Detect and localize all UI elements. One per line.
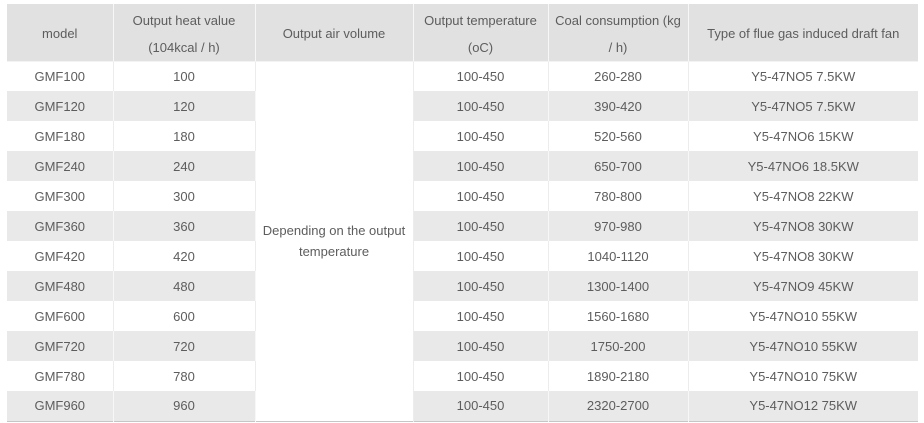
cell-heat-value: 100: [113, 61, 256, 91]
cell-coal-consumption: 520-560: [548, 121, 689, 151]
cell-fan-type: Y5-47NO8 22KW: [753, 188, 854, 204]
cell-model: GMF100: [7, 61, 114, 91]
cell-coal-consumption: 780-800: [548, 181, 689, 211]
cell-fan-type: Y5-47NO10 75KW: [749, 368, 858, 384]
air-volume-note-line: Depending on the output: [262, 223, 406, 238]
cell-coal-consumption: 1890-2180: [548, 361, 689, 391]
cell-model: GMF480: [7, 271, 114, 301]
header-label: Output heat value: [132, 12, 236, 28]
header-model: model: [7, 4, 114, 62]
table-row: GMF180 180 100-450 520-560 Y5-47NO6 15KW: [7, 121, 918, 151]
cell-model: GMF960: [7, 391, 114, 421]
header-coal-consumption: Coal consumption (kg / h): [548, 4, 689, 62]
cell-output-temperature: 100-450: [413, 391, 549, 421]
specs-table: model Output heat value (104kcal / h) Ou…: [7, 4, 918, 422]
cell-coal-consumption: 970-980: [548, 211, 689, 241]
header-output-temperature: Output temperature (oC): [413, 4, 549, 62]
header-label: (oC): [467, 39, 494, 55]
cell-coal-consumption: 260-280: [548, 61, 689, 91]
header-label: / h): [608, 39, 628, 55]
table-row: GMF780 780 100-450 1890-2180 Y5-47NO10 75KW: [7, 361, 918, 391]
cell-coal-consumption: 1560-1680: [548, 301, 689, 331]
table-row: GMF300 300 100-450 780-800 Y5-47NO8 22KW: [7, 181, 918, 211]
cell-output-temperature: 100-450: [413, 271, 549, 301]
cell-heat-value: 720: [113, 331, 256, 361]
cell-output-temperature: 100-450: [413, 301, 549, 331]
cell-output-temperature: 100-450: [413, 361, 549, 391]
cell-fan-type: Y5-47NO10 55KW: [749, 308, 858, 324]
cell-fan-type: Y5-47NO8 30KW: [753, 218, 854, 234]
header-fan-type: Type of flue gas induced draft fan: [688, 4, 918, 62]
cell-output-temperature: 100-450: [413, 91, 549, 121]
cell-heat-value: 240: [113, 151, 256, 181]
cell-model: GMF240: [7, 151, 114, 181]
cell-heat-value: 360: [113, 211, 256, 241]
cell-heat-value: 300: [113, 181, 256, 211]
table-row: GMF120 120 100-450 390-420 Y5-47NO5 7.5KW: [7, 91, 918, 121]
cell-coal-consumption: 390-420: [548, 91, 689, 121]
cell-coal-consumption: 1300-1400: [548, 271, 689, 301]
cell-fan-type: Y5-47NO6 18.5KW: [747, 158, 859, 174]
cell-output-temperature: 100-450: [413, 121, 549, 151]
cell-heat-value: 480: [113, 271, 256, 301]
cell-model: GMF720: [7, 331, 114, 361]
table-row: GMF420 420 100-450 1040-1120 Y5-47NO8 30KW: [7, 241, 918, 271]
cell-output-temperature: 100-450: [413, 241, 549, 271]
cell-heat-value: 420: [113, 241, 256, 271]
cell-coal-consumption: 1750-200: [548, 331, 689, 361]
table-row: GMF600 600 100-450 1560-1680 Y5-47NO10 55KW: [7, 301, 918, 331]
cell-coal-consumption: 650-700: [548, 151, 689, 181]
cell-heat-value: 780: [113, 361, 256, 391]
cell-model: GMF300: [7, 181, 114, 211]
cell-fan-type: Y5-47NO5 7.5KW: [751, 68, 856, 84]
cell-model: GMF360: [7, 211, 114, 241]
header-label: Output air volume: [282, 26, 386, 42]
cell-fan-type: Y5-47NO8 30KW: [753, 248, 854, 264]
cell-output-temperature: 100-450: [413, 181, 549, 211]
cell-model: GMF780: [7, 361, 114, 391]
table-row: GMF960 960 100-450 2320-2700 Y5-47NO12 75KW: [7, 391, 918, 421]
cell-output-temperature: 100-450: [413, 61, 549, 91]
cell-model: GMF420: [7, 241, 114, 271]
cell-fan-type: Y5-47NO10 55KW: [749, 338, 858, 354]
table-row: GMF100 100 Depending on the output temperat…: [7, 61, 918, 421]
cell-fan-type: Y5-47NO9 45KW: [753, 278, 854, 294]
table-header-row: model Output heat value (104kcal / h) Ou…: [7, 4, 918, 62]
air-volume-note-line: temperature: [298, 244, 370, 259]
header-label: (104kcal / h): [148, 39, 220, 55]
spec-table-body: GMF100 100 Depending on the output temperat…: [7, 61, 918, 421]
cell-output-temperature: 100-450: [413, 151, 549, 181]
cell-air-volume-merged: Depending on the output temperature: [255, 61, 414, 421]
cell-coal-consumption: 1040-1120: [548, 241, 689, 271]
cell-model: GMF180: [7, 121, 114, 151]
cell-heat-value: 120: [113, 91, 256, 121]
cell-model: GMF600: [7, 301, 114, 331]
cell-output-temperature: 100-450: [413, 211, 549, 241]
cell-heat-value: 180: [113, 121, 256, 151]
header-label: Coal consumption (kg: [555, 12, 681, 28]
table-row: GMF720 720 100-450 1750-200 Y5-47NO10 55KW: [7, 331, 918, 361]
cell-heat-value: 960: [113, 391, 256, 421]
cell-model: GMF120: [7, 91, 114, 121]
header-label: Type of flue gas induced draft fan: [707, 26, 900, 42]
header-label: model: [42, 26, 78, 42]
header-output-air-volume: Output air volume: [255, 4, 414, 62]
cell-fan-type: Y5-47NO5 7.5KW: [751, 98, 856, 114]
table-row: GMF240 240 100-450 650-700 Y5-47NO6 18.5KW: [7, 151, 918, 181]
cell-fan-type: Y5-47NO12 75KW: [749, 398, 858, 414]
cell-fan-type: Y5-47NO6 15KW: [753, 128, 854, 144]
header-output-heat-value: Output heat value (104kcal / h): [113, 4, 256, 62]
table-row: GMF480 480 100-450 1300-1400 Y5-47NO9 45KW: [7, 271, 918, 301]
cell-coal-consumption: 2320-2700: [548, 391, 689, 421]
cell-heat-value: 600: [113, 301, 256, 331]
cell-output-temperature: 100-450: [413, 331, 549, 361]
header-label: Output temperature: [424, 12, 537, 28]
table-row: GMF360 360 100-450 970-980 Y5-47NO8 30KW: [7, 211, 918, 241]
